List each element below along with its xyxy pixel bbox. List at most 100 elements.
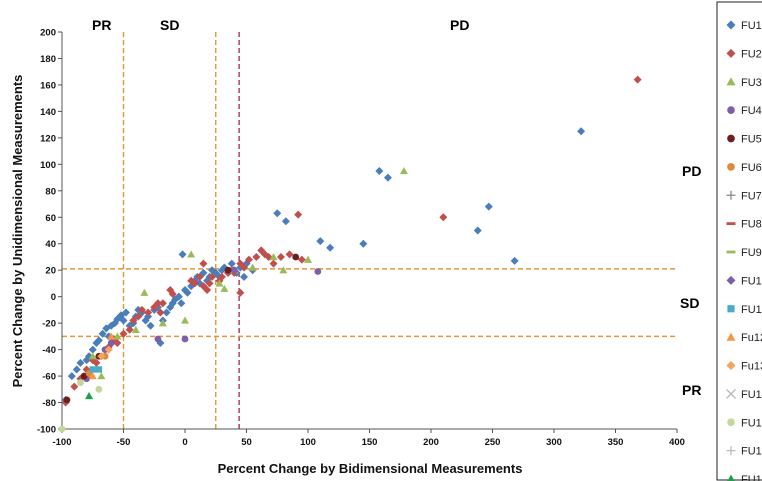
data-point-fu2 — [285, 250, 294, 259]
x-b — [726, 388, 736, 399]
data-point-fu3 — [88, 352, 97, 360]
data-point-fu2 — [297, 255, 306, 264]
data-point-fu2 — [217, 272, 226, 281]
y-tick-label: -20 — [42, 319, 56, 330]
data-point-fu12 — [88, 372, 97, 380]
data-point-fu2 — [294, 210, 303, 219]
data-point-fu2 — [137, 305, 146, 314]
x-tick-label: 350 — [608, 437, 624, 448]
data-point-fu1 — [98, 329, 107, 338]
legend-marker-fu2 — [726, 48, 736, 58]
legend-label-fu4: FU4 — [741, 105, 762, 117]
legend-label-fu6: FU6 — [741, 162, 762, 174]
data-point-fu1 — [146, 321, 155, 330]
legend-label-fu14: FU14 — [741, 389, 762, 401]
data-point-fu1 — [273, 209, 282, 218]
legend-label-fu9: FU9 — [741, 247, 762, 259]
y-tick-label: 20 — [45, 266, 56, 277]
y-tick-label: -40 — [42, 345, 56, 356]
data-point-fu15 — [58, 425, 66, 433]
data-point-fu3 — [304, 255, 312, 263]
data-point-fu3 — [248, 263, 257, 271]
data-point-fu1 — [177, 299, 186, 308]
data-point-fu2 — [633, 75, 642, 84]
data-point-fu2 — [113, 338, 122, 347]
data-point-fu3 — [279, 266, 288, 274]
data-point-fu1 — [88, 345, 97, 354]
data-point-fu2 — [199, 259, 208, 268]
x-tick-label: 0 — [182, 437, 187, 448]
data-point-fu1 — [227, 259, 236, 268]
x-tick-label: 300 — [546, 437, 562, 448]
legend-label-fu5: FU5 — [741, 134, 762, 146]
x-axis-title: Percent Change by Bidimensional Measurem… — [218, 461, 523, 476]
data-point-fu2 — [144, 308, 153, 317]
legend-marker-fu16 — [726, 446, 736, 456]
data-point-fu2 — [439, 213, 448, 222]
data-point-fu3 — [399, 166, 408, 175]
legend-label-fu15: FU15 — [741, 417, 762, 429]
y-tick-label: 60 — [45, 213, 56, 224]
legend-label-fu1: FU1 — [741, 20, 762, 32]
region-label-top-sd: SD — [160, 17, 179, 33]
data-point-fu15 — [77, 379, 84, 387]
data-point-fu2 — [240, 263, 249, 272]
y-tick-label: -100 — [37, 425, 56, 436]
data-point-fu1 — [94, 336, 103, 345]
data-point-fu1 — [121, 308, 130, 317]
data-point-fu4 — [154, 335, 162, 343]
data-point-fu1 — [67, 372, 76, 381]
legend-marker-fu3 — [726, 77, 736, 86]
data-point-fu1 — [383, 173, 392, 182]
data-point-fu2 — [208, 272, 217, 281]
threshold-lines — [62, 32, 677, 429]
legend-label-fu2: FU2 — [741, 48, 762, 60]
data-point-fu13 — [104, 345, 113, 354]
data-point-fu2 — [129, 316, 138, 325]
legend-marker-fu13 — [726, 361, 736, 370]
data-point-fu5 — [292, 253, 300, 261]
x-tick-label: 400 — [669, 437, 685, 448]
data-point-fu3 — [97, 372, 106, 380]
y-tick-label: 120 — [40, 133, 56, 144]
data-point-fu3 — [140, 288, 149, 296]
data-point-fu2 — [92, 358, 101, 367]
data-point-fu2 — [252, 252, 261, 261]
y-tick-label: 100 — [40, 160, 56, 171]
data-point-fu1 — [473, 226, 482, 235]
x-tick-labels: -100 -50 0 50 100 150 200 250 300 350 400 — [52, 437, 684, 448]
legend-marker-fu5 — [727, 134, 735, 143]
data-point-fu1 — [76, 358, 85, 367]
legend-marker-fu6 — [727, 163, 735, 171]
region-label-right-sd: SD — [680, 295, 699, 311]
data-point-fu13 — [97, 352, 106, 361]
data-point-fu4 — [181, 335, 189, 343]
data-point-fu3 — [187, 250, 196, 258]
data-point-fu11 — [95, 366, 103, 373]
legend-marker-fu14 — [726, 388, 736, 399]
data-point-fu2 — [70, 382, 79, 391]
legend-label-fu8: FU8 — [741, 219, 762, 231]
data-point-fu1 — [183, 288, 192, 297]
legend-marker-fu9 — [726, 250, 736, 254]
legend-marker-fu11 — [727, 305, 735, 313]
data-point-fu2 — [168, 290, 177, 299]
data-point-fu3 — [215, 279, 224, 287]
legend-marker-fu17 — [727, 474, 735, 481]
legend-marker-fu1 — [726, 20, 736, 30]
x-tick-label: -100 — [52, 437, 71, 448]
data-point-fu1 — [162, 308, 171, 317]
data-point-fu2 — [236, 288, 245, 297]
legend-marker-fu10 — [726, 275, 736, 285]
data-point-fu2 — [156, 308, 165, 317]
y-tick-label: 0 — [51, 292, 56, 303]
region-label-right-pr: PR — [682, 382, 701, 398]
y-tick-label: 180 — [40, 54, 56, 65]
legend-marker-fu8 — [726, 222, 736, 226]
x-tick-label: 250 — [485, 437, 501, 448]
x-tick-label: 100 — [300, 437, 316, 448]
legend-label-fu11: FU11 — [741, 304, 762, 316]
data-point-fu4 — [107, 339, 115, 347]
y-tick-label: 200 — [40, 28, 56, 39]
y-tick-label: 140 — [40, 107, 56, 118]
